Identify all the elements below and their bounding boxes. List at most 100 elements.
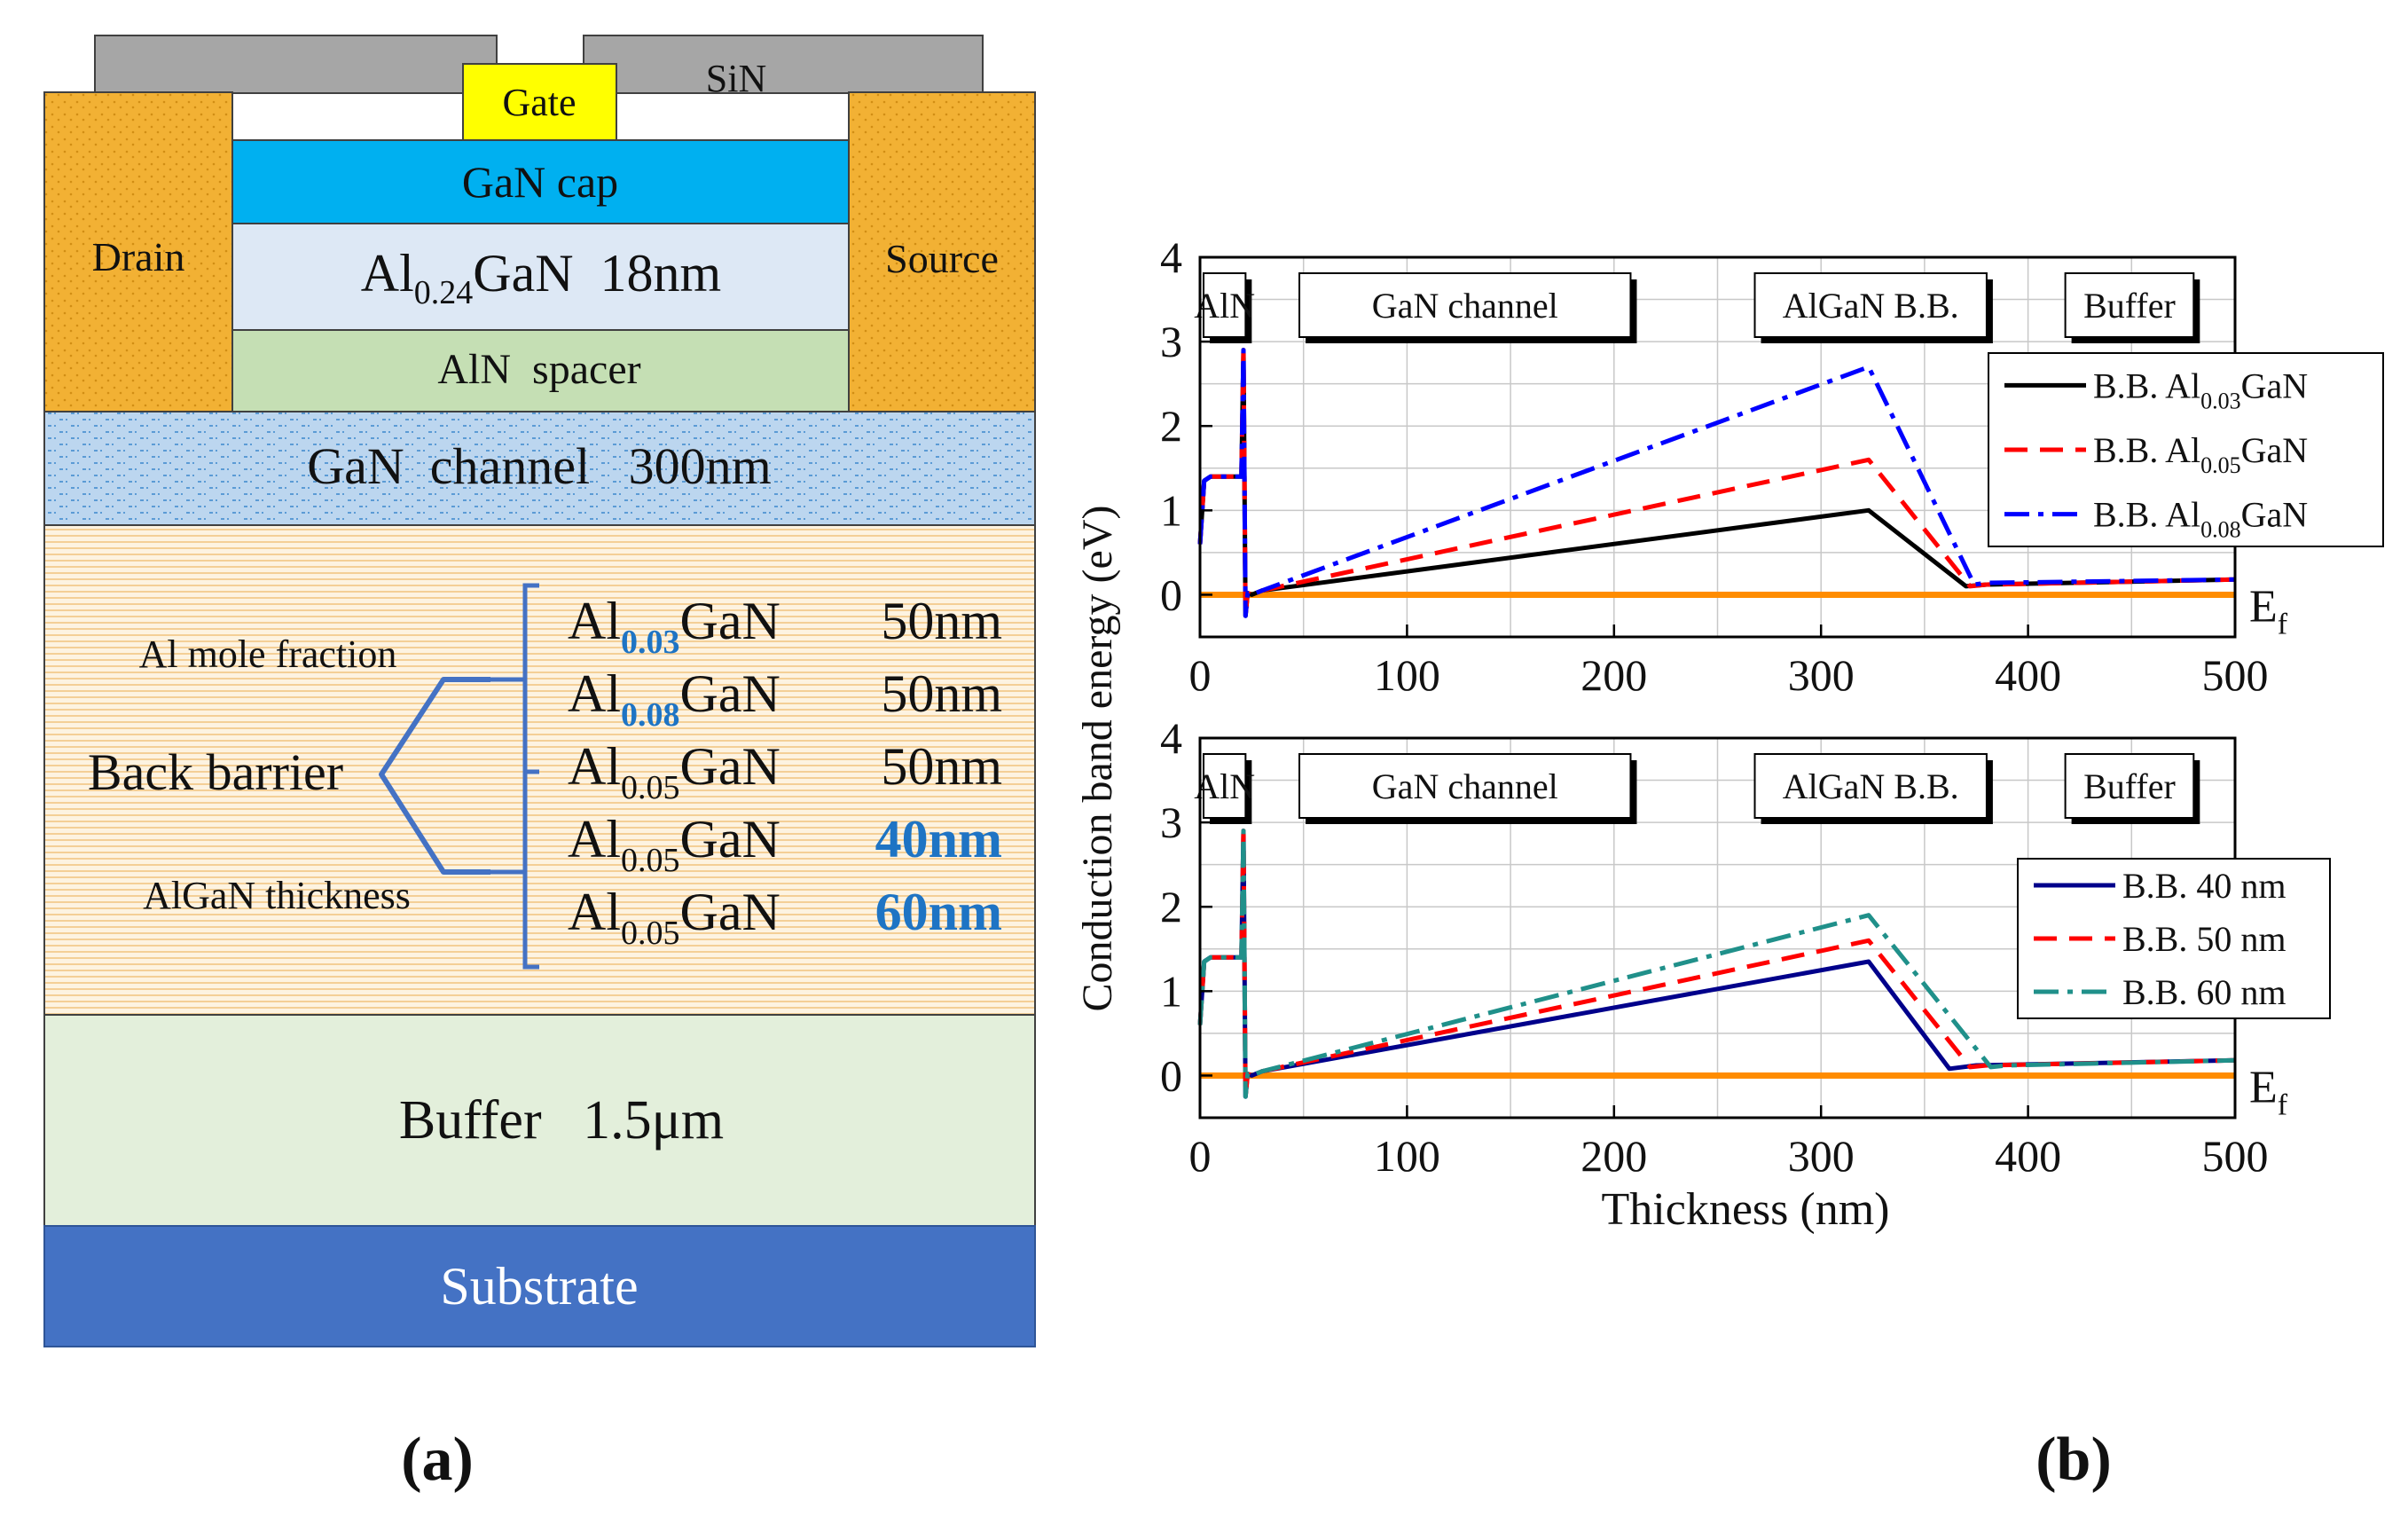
region-box: [1298, 272, 1632, 338]
variant-label: Al0.05GaN: [568, 810, 780, 879]
y-tick-label: 2: [1160, 401, 1182, 451]
fermi-label: Ef: [2249, 1062, 2288, 1121]
legend-label: B.B. Al0.03GaN: [2093, 365, 2308, 413]
legend-label: B.B. Al0.05GaN: [2093, 430, 2308, 478]
drain-contact: [43, 91, 233, 423]
x-axis-label: Thickness (nm): [1602, 1184, 1890, 1235]
variant-base: Al: [568, 664, 621, 723]
panel-a: SiN Gate GaN cap Al0.24GaN 18nm AlN spac…: [43, 35, 1036, 1494]
region-label: AlN: [1194, 286, 1255, 326]
channel-label: GaN channel 300nm: [307, 437, 771, 495]
legend-label-sub: 0.05: [2200, 452, 2241, 478]
variant-rest: GaN: [680, 810, 780, 868]
x-tick-label: 500: [2202, 1131, 2269, 1181]
barrier-label-base: Al: [361, 244, 414, 302]
source-label: Source: [885, 236, 999, 281]
barrier-label: Al0.24GaN 18nm: [361, 244, 721, 311]
legend-label-rest: GaN: [2241, 365, 2309, 405]
legend-label-sub: 0.03: [2200, 388, 2241, 413]
spacer-label: AlN spacer: [437, 346, 640, 393]
variant-thickness: 50nm: [881, 592, 1002, 650]
region-label: Buffer: [2083, 286, 2176, 326]
legend-label-base: B.B. 60 nm: [2122, 972, 2286, 1012]
variant-label: Al0.08GaN: [568, 664, 780, 734]
algan-thickness-label: AlGaN thickness: [143, 874, 411, 917]
backbarrier-layer: [43, 524, 1036, 1016]
y-tick-label: 1: [1160, 485, 1182, 535]
variant-label: Al0.05GaN: [568, 883, 780, 952]
legend-label: B.B. Al0.08GaN: [2093, 495, 2308, 543]
source-contact: [848, 91, 1036, 423]
spacer-layer: [231, 329, 850, 412]
variant-sub: 0.05: [621, 769, 680, 806]
variant-base: Al: [568, 592, 621, 650]
substrate-layer: [43, 1225, 1036, 1347]
panel-b: Conduction band energy (eV) AlN GaN chann…: [1074, 232, 2384, 1494]
chart-top: AlN GaN channel AlGaN B.B. Buffer 0 100 200 300…: [1160, 232, 2384, 700]
x-tick-label: 0: [1189, 650, 1212, 700]
variant-base: Al: [568, 737, 621, 796]
fermi-label-base: E: [2249, 581, 2278, 632]
x-tick-label: 200: [1580, 650, 1647, 700]
y-tick-label: 1: [1160, 966, 1182, 1016]
series-line: [1197, 829, 2236, 1099]
x-tick-label: 200: [1580, 1131, 1647, 1181]
y-tick-label: 0: [1160, 1050, 1182, 1100]
variant-sub: 0.05: [621, 915, 680, 952]
x-tick-label: 300: [1788, 650, 1855, 700]
variant-rest: GaN: [680, 883, 780, 941]
region-box: [1203, 272, 1247, 338]
sin-label: SiN: [706, 57, 766, 100]
region-box: [1203, 753, 1247, 819]
region-box: [2064, 272, 2195, 338]
x-tick-label: 400: [1995, 1131, 2061, 1181]
region-box: [2064, 753, 2195, 819]
gate-label: Gate: [502, 81, 576, 124]
y-axis-label: Conduction band energy (eV): [1074, 506, 1121, 1012]
legend-label-base: B.B. 50 nm: [2122, 919, 2286, 959]
branch-connector: [379, 677, 490, 875]
variant-label: Al0.05GaN: [568, 737, 780, 806]
x-tick-label: 400: [1995, 650, 2061, 700]
region-label: AlGaN B.B.: [1783, 286, 1959, 326]
region-label: GaN channel: [1372, 766, 1558, 806]
variant-rest: GaN: [680, 592, 780, 650]
region-label: Buffer: [2083, 766, 2176, 806]
x-tick-label: 300: [1788, 1131, 1855, 1181]
caption-b: (b): [2035, 1426, 2112, 1494]
y-tick-label: 2: [1160, 882, 1182, 931]
drain-label: Drain: [92, 234, 185, 279]
variant-thickness: 60nm: [875, 883, 1002, 941]
variant-sub: 0.08: [621, 696, 680, 734]
legend-label-base: B.B. 40 nm: [2122, 866, 2286, 906]
variant-thickness: 50nm: [881, 737, 1002, 796]
variant-rest: GaN: [680, 664, 780, 723]
gate-electrode: [462, 63, 617, 141]
variant-thickness: 50nm: [881, 664, 1002, 723]
chart-bottom: AlN GaN channel AlGaN B.B. Buffer 0 100 200 300…: [1160, 713, 2331, 1181]
legend-label-rest: GaN: [2241, 430, 2309, 470]
barrier-label-rest: GaN 18nm: [473, 244, 721, 302]
fermi-label-sub: f: [2278, 608, 2288, 640]
substrate-label: Substrate: [440, 1257, 638, 1316]
legend-label: B.B. 50 nm: [2122, 919, 2286, 959]
region-label: GaN channel: [1372, 286, 1558, 326]
y-tick-label: 4: [1160, 713, 1182, 763]
x-tick-label: 100: [1374, 650, 1440, 700]
fermi-label-base: E: [2249, 1062, 2278, 1112]
variant-rest: GaN: [680, 737, 780, 796]
y-tick-label: 3: [1160, 797, 1182, 847]
legend-label-base: B.B. Al: [2093, 495, 2200, 535]
caption-a: (a): [401, 1426, 474, 1494]
y-tick-label: 0: [1160, 570, 1182, 619]
barrier-label-sub: 0.24: [414, 274, 474, 311]
bracket-thickness: [490, 769, 539, 970]
legend-label: B.B. 60 nm: [2122, 972, 2286, 1012]
variant-label: Al0.03GaN: [568, 592, 780, 661]
x-tick-label: 0: [1189, 1131, 1212, 1181]
series-line: [1197, 348, 2236, 618]
fermi-label-sub: f: [2278, 1088, 2288, 1121]
variant-thickness: 40nm: [875, 810, 1002, 868]
